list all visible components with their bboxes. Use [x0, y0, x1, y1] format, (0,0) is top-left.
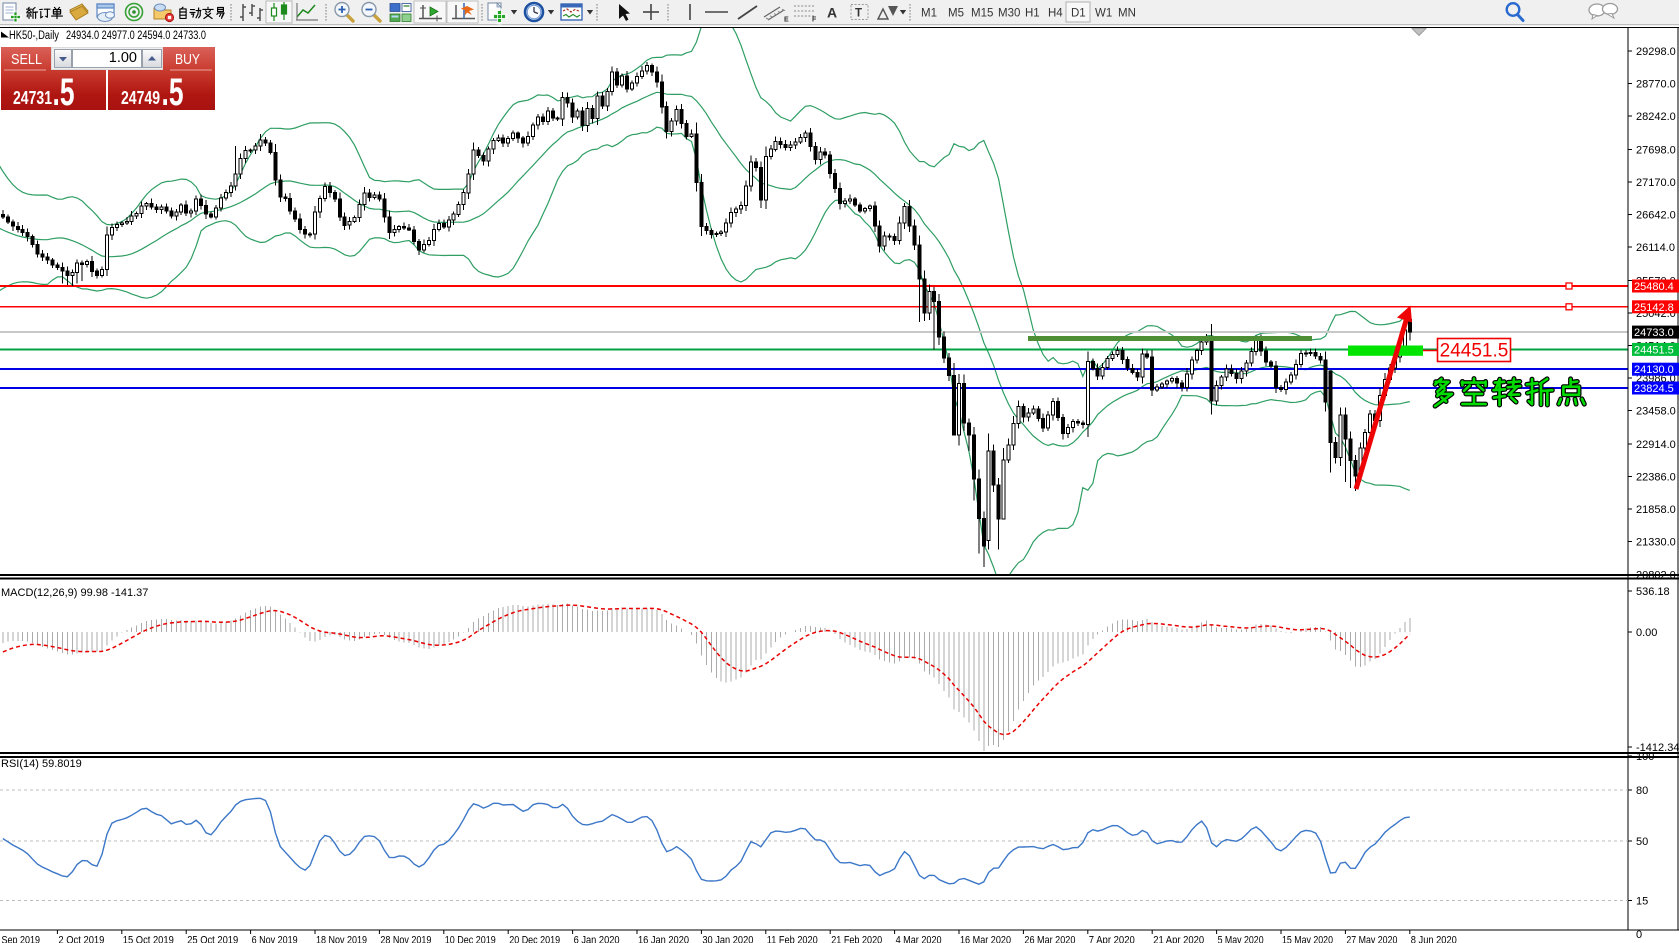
svg-text:23824.5: 23824.5: [1634, 383, 1674, 395]
svg-text:RSI(14) 59.8019: RSI(14) 59.8019: [1, 758, 82, 770]
svg-text:24934.0 24977.0 24594.0 24733.: 24934.0 24977.0 24594.0 24733.0: [66, 30, 206, 42]
svg-text:16 Jan 2020: 16 Jan 2020: [638, 935, 689, 943]
svg-text:24749: 24749: [121, 87, 160, 108]
svg-text:16 Mar 2020: 16 Mar 2020: [960, 935, 1011, 943]
svg-text:28242.0: 28242.0: [1636, 111, 1676, 123]
svg-text:E: E: [784, 17, 789, 24]
svg-text:2 Oct 2019: 2 Oct 2019: [58, 935, 104, 943]
svg-text:20 Dec 2019: 20 Dec 2019: [509, 935, 560, 943]
svg-text:50: 50: [1636, 836, 1648, 848]
svg-text:24130.0: 24130.0: [1634, 364, 1674, 376]
svg-text:24451.5: 24451.5: [1440, 341, 1509, 362]
svg-text:21858.0: 21858.0: [1636, 504, 1676, 516]
svg-text:25142.8: 25142.8: [1634, 302, 1674, 314]
svg-text:MACD(12,26,9) 99.98 -141.37: MACD(12,26,9) 99.98 -141.37: [1, 587, 148, 599]
svg-text:22386.0: 22386.0: [1636, 472, 1676, 484]
svg-text:H1: H1: [1025, 8, 1040, 20]
svg-text:24733.0: 24733.0: [1634, 327, 1674, 339]
svg-text:536.18: 536.18: [1636, 586, 1670, 598]
svg-text:30 Jan 2020: 30 Jan 2020: [702, 935, 753, 943]
svg-text:7 Apr 2020: 7 Apr 2020: [1089, 935, 1135, 943]
svg-text:21 Apr 2020: 21 Apr 2020: [1153, 935, 1204, 943]
svg-text:.5: .5: [53, 71, 75, 110]
svg-text:M5: M5: [948, 8, 964, 20]
svg-text:D1: D1: [1071, 8, 1086, 20]
svg-text:26 Mar 2020: 26 Mar 2020: [1024, 935, 1075, 943]
svg-text:HK50-,Daily: HK50-,Daily: [9, 30, 59, 42]
svg-text:27698.0: 27698.0: [1636, 144, 1676, 156]
svg-text:T: T: [855, 8, 862, 20]
svg-text:20802.0: 20802.0: [1636, 569, 1676, 581]
svg-text:15 Oct 2019: 15 Oct 2019: [123, 935, 174, 943]
svg-text:26642.0: 26642.0: [1636, 209, 1676, 221]
svg-text:24731: 24731: [13, 87, 52, 108]
svg-text:22914.0: 22914.0: [1636, 439, 1676, 451]
svg-text:100: 100: [1636, 751, 1654, 763]
svg-text:.5: .5: [162, 71, 184, 110]
svg-text:28770.0: 28770.0: [1636, 78, 1676, 90]
svg-text:MN: MN: [1118, 8, 1136, 20]
svg-text:8 Jun 2020: 8 Jun 2020: [1411, 935, 1457, 943]
svg-text:A: A: [827, 5, 837, 21]
svg-text:H4: H4: [1048, 8, 1063, 20]
svg-text:6 Nov 2019: 6 Nov 2019: [252, 935, 298, 943]
svg-text:80: 80: [1636, 785, 1648, 797]
svg-text:F: F: [812, 17, 817, 24]
svg-text:10 Dec 2019: 10 Dec 2019: [445, 935, 496, 943]
svg-text:15 May 2020: 15 May 2020: [1282, 935, 1333, 943]
svg-text:25480.4: 25480.4: [1634, 281, 1674, 293]
svg-text:0: 0: [1636, 929, 1642, 941]
svg-text:21330.0: 21330.0: [1636, 537, 1676, 549]
svg-text:M15: M15: [971, 8, 993, 20]
svg-text:6 Jan 2020: 6 Jan 2020: [574, 935, 620, 943]
svg-text:23458.0: 23458.0: [1636, 406, 1676, 418]
svg-text:27 May 2020: 27 May 2020: [1346, 935, 1397, 943]
svg-text:21 Feb 2020: 21 Feb 2020: [831, 935, 882, 943]
svg-text:18 Nov 2019: 18 Nov 2019: [316, 935, 367, 943]
svg-text:M1: M1: [921, 8, 937, 20]
svg-text:0.00: 0.00: [1636, 627, 1657, 639]
svg-text:24451.5: 24451.5: [1634, 344, 1674, 356]
svg-text:W1: W1: [1095, 8, 1112, 20]
svg-text:28 Nov 2019: 28 Nov 2019: [380, 935, 431, 943]
svg-text:15: 15: [1636, 896, 1648, 908]
svg-text:9 Sep 2019: 9 Sep 2019: [0, 935, 40, 943]
svg-text:SELL: SELL: [11, 51, 42, 68]
svg-text:-1412.34: -1412.34: [1636, 742, 1679, 754]
svg-text:M30: M30: [998, 8, 1020, 20]
svg-text:29298.0: 29298.0: [1636, 46, 1676, 58]
svg-text:11 Feb 2020: 11 Feb 2020: [767, 935, 818, 943]
svg-text:26114.0: 26114.0: [1636, 242, 1675, 254]
svg-text:4 Mar 2020: 4 Mar 2020: [896, 935, 942, 943]
svg-text:27170.0: 27170.0: [1636, 177, 1676, 189]
svg-text:25 Oct 2019: 25 Oct 2019: [187, 935, 238, 943]
svg-text:5 May 2020: 5 May 2020: [1218, 935, 1264, 943]
svg-text:BUY: BUY: [175, 51, 200, 68]
